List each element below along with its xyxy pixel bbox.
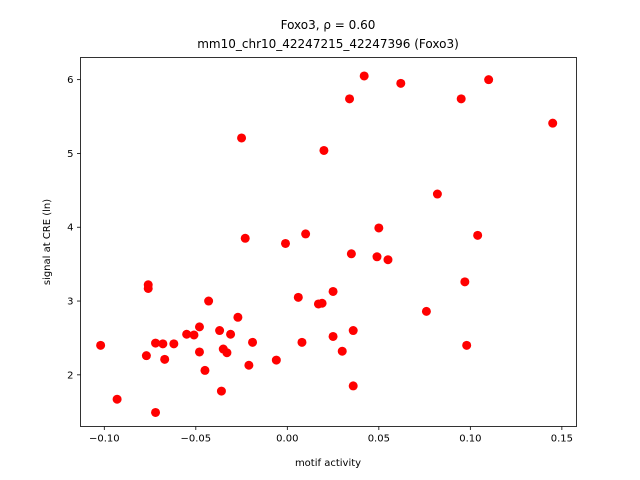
y-tick-label: 6: [67, 75, 73, 86]
data-point: [194, 322, 204, 332]
chart-title-line1: Foxo3, ρ = 0.60: [281, 18, 376, 32]
x-tick-label: 0.05: [368, 434, 390, 445]
x-tick-label: 0.00: [276, 434, 298, 445]
data-point: [160, 354, 170, 364]
data-point: [328, 286, 338, 296]
data-point: [271, 355, 281, 365]
data-point: [280, 238, 290, 248]
data-point: [182, 329, 192, 339]
data-point: [345, 94, 355, 104]
data-point: [359, 71, 369, 81]
data-point: [374, 223, 384, 233]
data-point: [456, 94, 466, 104]
data-point: [293, 292, 303, 302]
y-tick-label: 5: [67, 149, 73, 160]
data-point: [222, 348, 232, 358]
data-point: [151, 338, 161, 348]
data-point: [215, 326, 225, 336]
data-point: [328, 331, 338, 341]
data-point: [158, 339, 168, 349]
data-point: [348, 326, 358, 336]
data-point: [297, 337, 307, 347]
chart-title-line2: mm10_chr10_42247215_42247396 (Foxo3): [197, 37, 459, 51]
y-tick-label: 3: [67, 297, 73, 308]
data-point: [204, 296, 214, 306]
data-point: [96, 340, 106, 350]
data-point: [112, 394, 122, 404]
data-point: [484, 75, 494, 85]
y-tick-label: 2: [67, 370, 73, 381]
data-point: [189, 330, 199, 340]
data-point: [317, 298, 327, 308]
data-point: [383, 255, 393, 265]
data-point: [141, 351, 151, 361]
x-axis-label: motif activity: [295, 458, 361, 469]
plot-area-frame: [80, 57, 577, 427]
x-axis-ticks: −0.10 −0.05 0.00 0.05 0.10 0.15: [89, 426, 573, 445]
data-point: [548, 118, 558, 128]
y-axis-label: signal at CRE (ln): [42, 199, 53, 285]
data-point: [226, 329, 236, 339]
data-points: [96, 71, 558, 417]
data-point: [301, 229, 311, 239]
y-tick-label: 4: [67, 223, 73, 234]
data-point: [319, 145, 329, 155]
data-point: [216, 386, 226, 396]
data-point: [233, 312, 243, 322]
data-point: [337, 346, 347, 356]
data-point: [248, 337, 258, 347]
data-point: [421, 306, 431, 316]
data-point: [194, 347, 204, 357]
x-tick-label: 0.15: [551, 434, 573, 445]
x-tick-label: −0.10: [89, 434, 120, 445]
x-tick-label: −0.05: [180, 434, 211, 445]
data-point: [143, 283, 153, 293]
data-point: [462, 340, 472, 350]
y-axis-ticks: 2 3 4 5 6: [67, 75, 81, 381]
x-tick-label: 0.10: [459, 434, 481, 445]
data-point: [460, 277, 470, 287]
data-point: [348, 381, 358, 391]
data-point: [396, 78, 406, 88]
data-point: [169, 339, 179, 349]
data-point: [240, 233, 250, 243]
data-point: [473, 230, 483, 240]
data-point: [237, 133, 247, 143]
data-point: [346, 249, 356, 259]
data-point: [244, 360, 254, 370]
data-point: [151, 407, 161, 417]
data-point: [432, 189, 442, 199]
data-point: [372, 252, 382, 262]
data-point: [200, 365, 210, 375]
